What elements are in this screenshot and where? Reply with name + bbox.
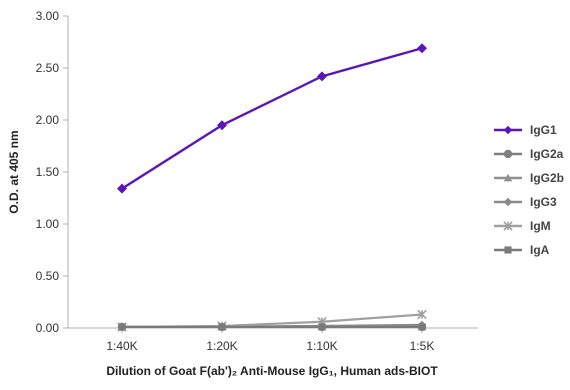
y-tick-label: 0.50 — [36, 269, 60, 283]
legend-marker-igg2b — [503, 173, 513, 182]
legend-marker-igg2a — [503, 149, 513, 159]
x-tick-label: 1:40K — [106, 339, 137, 353]
legend-marker-igg1 — [503, 125, 513, 135]
legend-label-igg1: IgG1 — [530, 123, 557, 137]
series-igg1 — [117, 43, 427, 194]
data-point-iga — [318, 323, 326, 331]
y-tick-label: 0.00 — [36, 321, 60, 335]
legend-item-igg1: IgG1 — [494, 123, 557, 137]
x-tick-label: 1:20K — [206, 339, 237, 353]
series-iga — [118, 323, 426, 331]
x-tick-label: 1:5K — [410, 339, 435, 353]
legend-item-igg3: IgG3 — [494, 195, 557, 209]
legend-item-igm: IgM — [494, 219, 551, 233]
data-point-igg1 — [417, 43, 427, 54]
data-point-igg1 — [317, 71, 327, 82]
series-line-igg1 — [121, 47, 423, 190]
y-tick-label: 2.00 — [36, 113, 60, 127]
legend-label-igm: IgM — [530, 219, 551, 233]
legend-marker-igm — [503, 221, 513, 231]
x-tick-label: 1:10K — [306, 339, 337, 353]
data-point-iga — [218, 323, 226, 331]
y-tick-label: 1.00 — [36, 217, 60, 231]
legend: IgG1 IgG2a IgG2b IgG3 IgM IgA — [494, 123, 564, 257]
data-point-igg1 — [117, 183, 127, 194]
x-axis-title: Dilution of Goat F(ab')₂ Anti-Mouse IgG₁… — [106, 364, 438, 378]
data-point-igg1 — [217, 120, 227, 131]
y-tick-label: 1.50 — [36, 165, 60, 179]
data-point-iga — [118, 323, 126, 331]
legend-label-igg2a: IgG2a — [530, 147, 564, 161]
legend-marker-igg3 — [503, 197, 513, 207]
legend-item-igg2a: IgG2a — [494, 147, 564, 161]
legend-label-igg2b: IgG2b — [530, 171, 564, 185]
legend-item-iga: IgA — [494, 243, 550, 257]
legend-item-igg2b: IgG2b — [494, 171, 564, 185]
y-axis-title: O.D. at 405 nm — [7, 130, 21, 213]
series-layer — [117, 43, 427, 332]
data-point-iga — [418, 323, 426, 331]
data-point-igm — [417, 309, 427, 320]
legend-label-igg3: IgG3 — [530, 195, 557, 209]
legend-label-iga: IgA — [530, 243, 550, 257]
y-tick-label: 2.50 — [36, 61, 60, 75]
legend-marker-iga — [504, 246, 512, 254]
y-tick-label: 3.00 — [36, 9, 60, 23]
